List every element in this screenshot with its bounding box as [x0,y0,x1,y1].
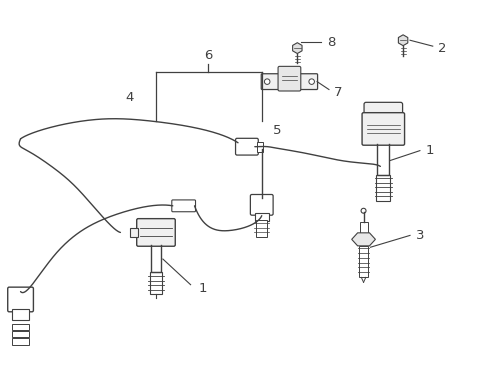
Text: 4: 4 [125,91,133,104]
FancyBboxPatch shape [362,113,405,145]
Bar [376,175,390,201]
Bar [360,222,368,237]
Bar [12,309,29,320]
FancyBboxPatch shape [8,287,34,312]
Text: 6: 6 [204,48,213,62]
Bar [130,227,138,237]
Bar [256,220,267,237]
Text: 3: 3 [416,229,424,242]
FancyBboxPatch shape [251,194,273,215]
Text: 8: 8 [327,36,336,49]
Bar [12,338,29,345]
Bar [150,272,162,294]
Bar [12,324,29,330]
Circle shape [309,79,314,85]
FancyBboxPatch shape [236,138,258,155]
Text: 7: 7 [334,86,342,99]
Circle shape [370,114,374,119]
Text: 2: 2 [438,42,446,55]
Circle shape [264,79,270,85]
Bar [359,246,368,277]
Polygon shape [352,233,375,246]
FancyBboxPatch shape [278,66,301,91]
Text: 1: 1 [199,282,207,295]
Polygon shape [293,43,302,54]
Bar [257,142,263,152]
Circle shape [361,208,366,213]
Polygon shape [398,35,408,46]
Bar [12,331,29,338]
FancyBboxPatch shape [172,200,195,212]
FancyBboxPatch shape [137,219,175,246]
FancyBboxPatch shape [261,74,318,90]
FancyBboxPatch shape [364,102,403,131]
Text: 5: 5 [273,125,282,137]
Bar [255,213,269,221]
Text: 1: 1 [426,144,434,157]
